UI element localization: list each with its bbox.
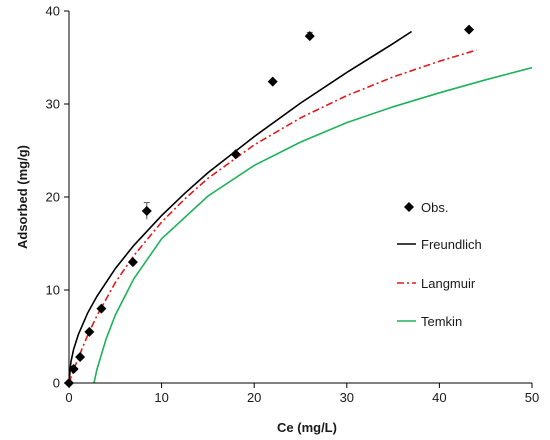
legend-label-temkin: Temkin	[421, 314, 462, 329]
legend-item-obs: Obs.	[404, 200, 448, 215]
axes	[64, 10, 533, 388]
y-tick-label: 40	[46, 4, 60, 19]
y-tick-label: 30	[46, 97, 60, 112]
observed-points	[64, 24, 475, 388]
legend-item-freundlich: Freundlich	[397, 237, 482, 252]
y-axis-title: Adsorbed (mg/g)	[15, 145, 30, 249]
x-tick-label: 10	[154, 390, 168, 405]
y-tick-label: 10	[46, 283, 60, 298]
series-layer	[69, 30, 532, 383]
y-tick-label: 20	[46, 190, 60, 205]
obs-point	[84, 326, 95, 337]
y-tick-label: 0	[53, 376, 60, 391]
legend-marker-obs	[404, 202, 414, 212]
series-line-temkin	[93, 66, 532, 383]
obs-point	[68, 364, 79, 375]
obs-point	[127, 257, 138, 268]
obs-point	[141, 205, 152, 216]
legend-item-langmuir: Langmuir	[397, 276, 476, 291]
x-tick-label: 40	[432, 390, 446, 405]
series-line-langmuir	[69, 49, 477, 383]
obs-point	[267, 76, 278, 87]
x-tick-label: 50	[525, 390, 539, 405]
tick-labels: 0 10 20 30 40 50 0 10 20 30 40	[46, 4, 540, 406]
x-tick-label: 20	[247, 390, 261, 405]
legend-label-obs: Obs.	[421, 200, 448, 215]
x-tick-label: 0	[65, 390, 72, 405]
obs-point	[230, 149, 241, 160]
obs-point	[75, 351, 86, 362]
obs-point	[304, 31, 315, 42]
obs-point	[464, 24, 475, 35]
x-axis-title: Ce (mg/L)	[277, 420, 337, 435]
legend-label-freundlich: Freundlich	[421, 237, 482, 252]
legend-item-temkin: Temkin	[397, 314, 462, 329]
x-tick-label: 30	[340, 390, 354, 405]
series-line-freundlich	[69, 30, 413, 383]
legend-label-langmuir: Langmuir	[421, 276, 476, 291]
obs-point	[96, 303, 107, 314]
legend: Obs. Freundlich Langmuir Temkin	[397, 200, 482, 329]
